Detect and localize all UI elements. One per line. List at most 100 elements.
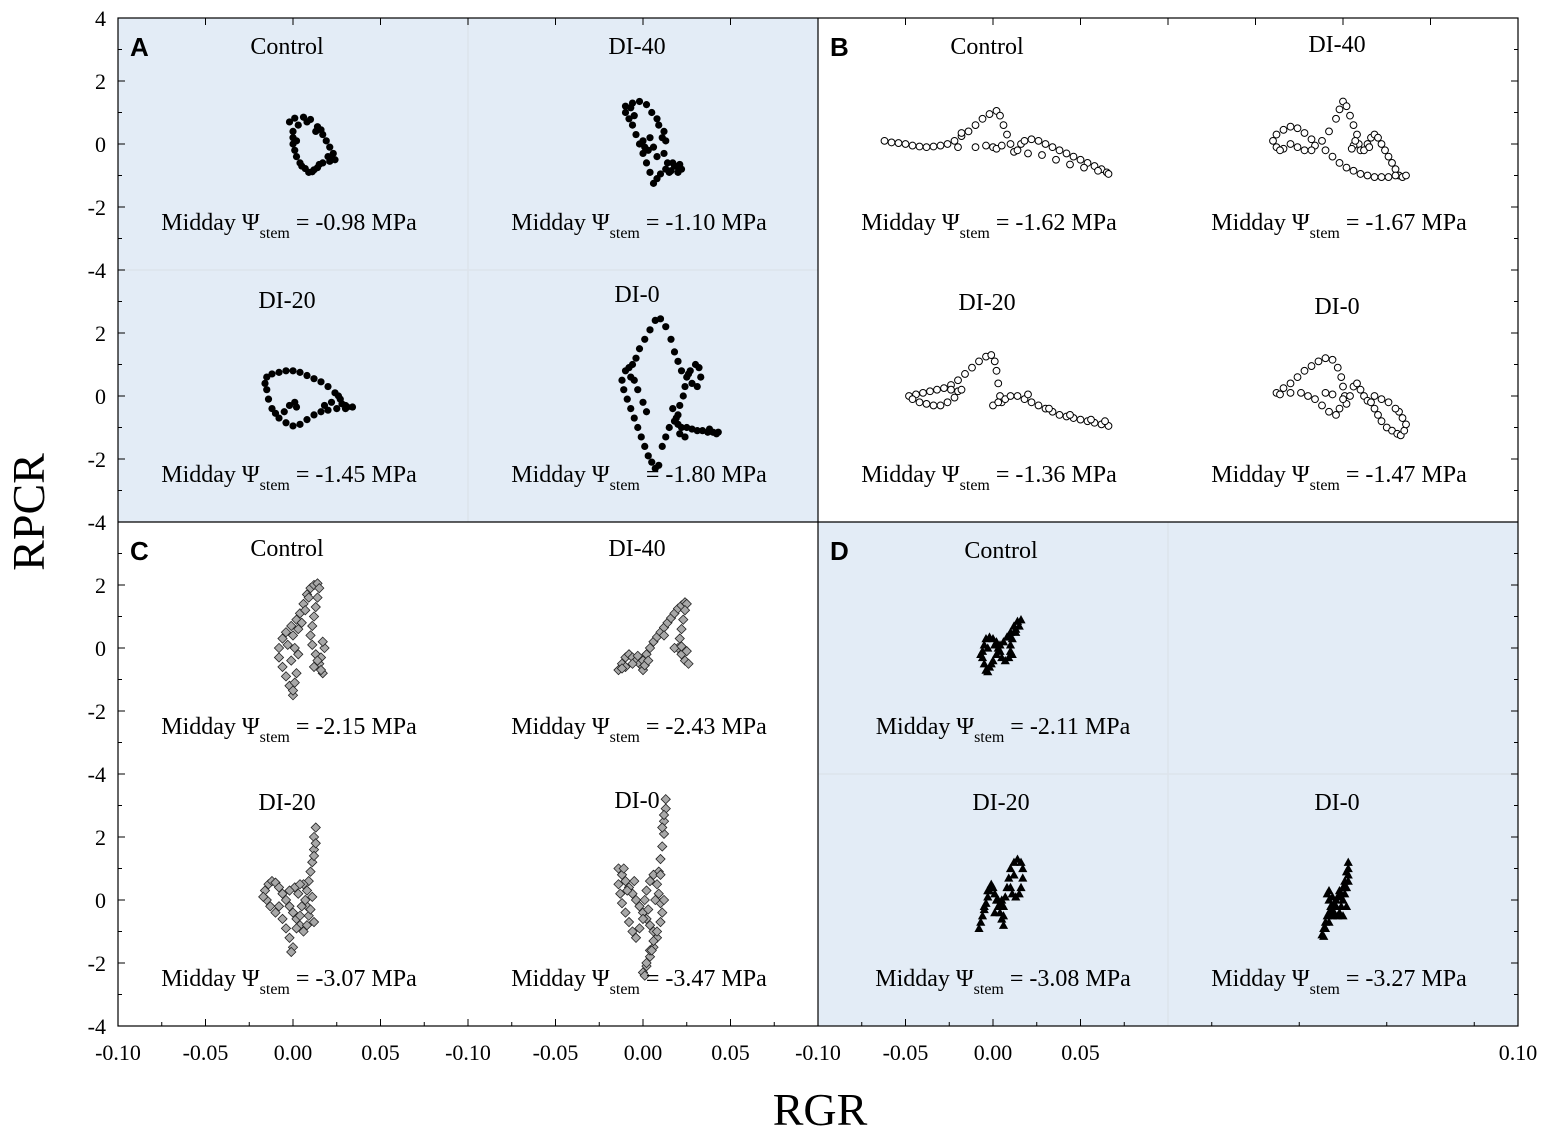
data-point xyxy=(663,159,672,167)
data-point xyxy=(289,367,297,375)
data-point xyxy=(1027,135,1036,144)
data-point xyxy=(655,869,666,880)
data-point xyxy=(1062,149,1071,158)
data-point xyxy=(1341,901,1352,910)
data-point xyxy=(954,143,962,152)
data-point xyxy=(983,667,993,676)
data-point xyxy=(1269,136,1277,145)
data-point xyxy=(1320,923,1331,933)
data-point xyxy=(1279,384,1288,393)
y-axis-title: RPCR xyxy=(3,453,54,571)
midday-psi-label: Midday Ψstem = -1.80 MPa xyxy=(511,462,767,494)
data-point xyxy=(634,923,645,934)
data-point xyxy=(1342,163,1351,172)
data-point xyxy=(1314,357,1323,366)
data-point xyxy=(985,110,994,118)
data-point xyxy=(1034,401,1043,410)
subplot-title: Control xyxy=(250,536,324,562)
data-point xyxy=(627,104,635,112)
data-point xyxy=(1286,379,1295,388)
data-point xyxy=(684,370,693,378)
data-point xyxy=(270,907,281,918)
data-point xyxy=(1018,873,1028,882)
midday-psi-label: Midday Ψstem = -3.47 MPa xyxy=(511,966,767,998)
data-point xyxy=(658,442,666,450)
data-point xyxy=(623,395,631,403)
data-point xyxy=(261,379,269,387)
data-point xyxy=(616,663,628,674)
x-tick-label: -0.05 xyxy=(183,1040,229,1065)
data-point xyxy=(697,373,705,381)
data-point xyxy=(1297,388,1305,397)
x-tick-label: -0.05 xyxy=(533,1040,579,1065)
data-point xyxy=(334,392,343,400)
data-point xyxy=(957,129,966,137)
data-point xyxy=(662,323,670,331)
data-point xyxy=(991,649,1002,658)
data-point xyxy=(308,850,320,862)
data-point xyxy=(658,894,670,906)
data-point xyxy=(1020,136,1029,145)
data-point xyxy=(1011,624,1021,633)
data-point xyxy=(1276,390,1284,399)
data-point xyxy=(915,142,924,151)
data-point xyxy=(627,373,635,381)
data-point xyxy=(1347,144,1356,153)
data-point xyxy=(1370,173,1379,181)
data-point xyxy=(1335,159,1344,167)
data-point xyxy=(1293,124,1302,133)
data-point xyxy=(275,368,283,376)
data-point xyxy=(983,885,993,895)
data-point xyxy=(657,907,668,918)
data-point xyxy=(630,414,638,422)
data-point xyxy=(1338,895,1348,904)
data-point xyxy=(291,114,299,122)
data-point xyxy=(658,630,670,641)
data-point xyxy=(627,405,635,413)
data-point xyxy=(307,620,318,632)
data-point xyxy=(1340,889,1350,898)
data-point xyxy=(1337,373,1346,382)
data-point xyxy=(1346,111,1354,120)
data-point xyxy=(277,661,288,673)
data-point xyxy=(940,384,948,393)
x-tick-label: 0.00 xyxy=(274,1040,313,1065)
data-point xyxy=(651,926,663,937)
panel-letter-a: A xyxy=(130,32,149,62)
data-point xyxy=(294,910,306,921)
data-point xyxy=(1391,171,1400,180)
data-point xyxy=(327,154,336,162)
data-point xyxy=(1370,404,1379,413)
data-point xyxy=(901,140,910,148)
data-point xyxy=(1307,135,1316,144)
data-point xyxy=(1353,379,1361,388)
data-point xyxy=(285,118,294,126)
data-point xyxy=(1004,873,1014,882)
data-point xyxy=(1321,388,1330,397)
y-tick-label: -2 xyxy=(88,195,106,220)
midday-psi-label: Midday Ψstem = -1.47 MPa xyxy=(1211,462,1467,494)
data-point xyxy=(287,630,299,641)
data-point xyxy=(1349,166,1358,175)
data-point xyxy=(1391,165,1400,174)
data-point xyxy=(1325,407,1333,416)
data-point xyxy=(979,901,989,910)
data-point xyxy=(286,620,297,632)
subplot-title: Control xyxy=(950,34,1024,60)
data-point xyxy=(998,920,1009,929)
data-point xyxy=(1055,146,1064,155)
data-point xyxy=(310,166,318,174)
data-point xyxy=(1327,911,1338,920)
data-point xyxy=(327,398,336,406)
data-point xyxy=(1335,105,1344,114)
data-point xyxy=(620,907,631,918)
data-point xyxy=(669,159,677,167)
data-point xyxy=(621,108,630,117)
data-point xyxy=(971,121,980,129)
data-point xyxy=(648,458,656,466)
data-point xyxy=(1381,146,1389,155)
data-point xyxy=(312,655,323,666)
data-point xyxy=(300,894,311,906)
data-point xyxy=(660,127,668,135)
